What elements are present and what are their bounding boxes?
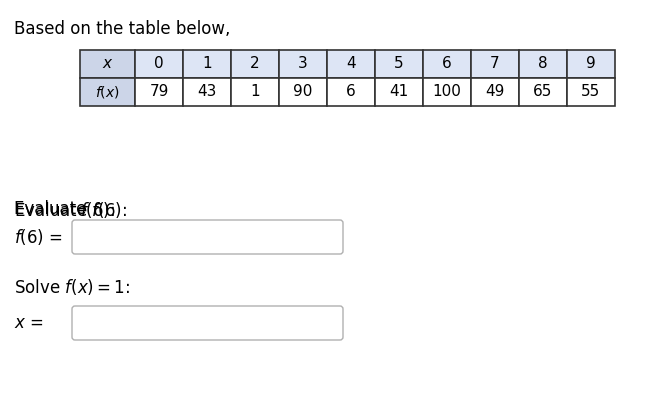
Text: 55: 55 bbox=[581, 85, 601, 100]
FancyBboxPatch shape bbox=[231, 78, 279, 106]
Text: 6: 6 bbox=[346, 85, 356, 100]
Text: 0: 0 bbox=[154, 57, 164, 72]
Text: 100: 100 bbox=[433, 85, 462, 100]
Text: $f(6)$:: $f(6)$: bbox=[80, 200, 115, 220]
Text: 43: 43 bbox=[197, 85, 217, 100]
FancyBboxPatch shape bbox=[567, 78, 615, 106]
Text: 6: 6 bbox=[442, 57, 452, 72]
FancyBboxPatch shape bbox=[375, 50, 423, 78]
Text: $f(x)$: $f(x)$ bbox=[95, 84, 120, 100]
Text: 9: 9 bbox=[586, 57, 596, 72]
Text: 1: 1 bbox=[202, 57, 212, 72]
Text: 79: 79 bbox=[150, 85, 168, 100]
FancyBboxPatch shape bbox=[327, 50, 375, 78]
FancyBboxPatch shape bbox=[72, 306, 343, 340]
FancyBboxPatch shape bbox=[471, 50, 519, 78]
FancyBboxPatch shape bbox=[183, 50, 231, 78]
FancyBboxPatch shape bbox=[279, 50, 327, 78]
Text: $x$: $x$ bbox=[102, 57, 113, 72]
FancyBboxPatch shape bbox=[423, 50, 471, 78]
FancyBboxPatch shape bbox=[135, 78, 183, 106]
Text: Solve $f(x) = 1$:: Solve $f(x) = 1$: bbox=[14, 277, 130, 297]
FancyBboxPatch shape bbox=[423, 78, 471, 106]
Text: $f(6)$ =: $f(6)$ = bbox=[14, 227, 63, 247]
Text: 49: 49 bbox=[485, 85, 505, 100]
FancyBboxPatch shape bbox=[72, 220, 343, 254]
Text: 5: 5 bbox=[394, 57, 404, 72]
FancyBboxPatch shape bbox=[80, 50, 135, 78]
FancyBboxPatch shape bbox=[375, 78, 423, 106]
Text: 65: 65 bbox=[533, 85, 553, 100]
FancyBboxPatch shape bbox=[327, 78, 375, 106]
FancyBboxPatch shape bbox=[80, 78, 135, 106]
Text: $x$ =: $x$ = bbox=[14, 314, 44, 332]
Text: 2: 2 bbox=[250, 57, 260, 72]
FancyBboxPatch shape bbox=[279, 78, 327, 106]
FancyBboxPatch shape bbox=[471, 78, 519, 106]
FancyBboxPatch shape bbox=[135, 50, 183, 78]
Text: 41: 41 bbox=[389, 85, 409, 100]
Text: 90: 90 bbox=[293, 85, 313, 100]
FancyBboxPatch shape bbox=[519, 50, 567, 78]
FancyBboxPatch shape bbox=[519, 78, 567, 106]
FancyBboxPatch shape bbox=[231, 50, 279, 78]
Text: 1: 1 bbox=[250, 85, 260, 100]
Text: 4: 4 bbox=[346, 57, 356, 72]
Text: Evaluate: Evaluate bbox=[14, 200, 92, 218]
Text: Evaluate $f(6)$:: Evaluate $f(6)$: bbox=[14, 200, 127, 220]
FancyBboxPatch shape bbox=[567, 50, 615, 78]
FancyBboxPatch shape bbox=[183, 78, 231, 106]
Text: 7: 7 bbox=[491, 57, 500, 72]
Text: Based on the table below,: Based on the table below, bbox=[14, 20, 230, 38]
Text: 3: 3 bbox=[298, 57, 308, 72]
Text: 8: 8 bbox=[538, 57, 548, 72]
